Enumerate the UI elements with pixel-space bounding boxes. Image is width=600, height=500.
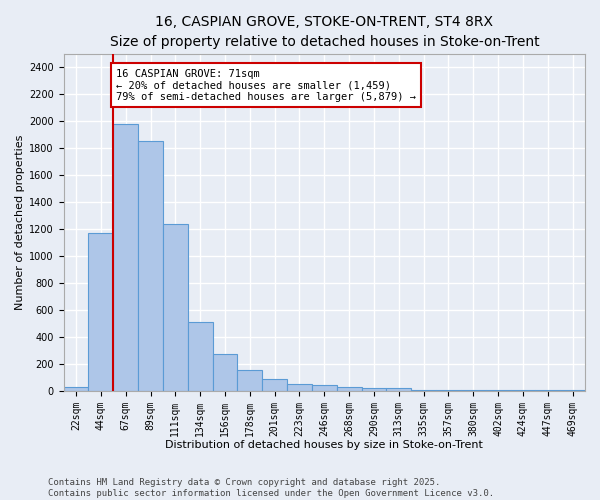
Bar [262, 378, 287, 391]
Bar [485, 390, 511, 391]
Y-axis label: Number of detached properties: Number of detached properties [15, 134, 25, 310]
Text: Contains HM Land Registry data © Crown copyright and database right 2025.
Contai: Contains HM Land Registry data © Crown c… [48, 478, 494, 498]
Bar [188, 322, 212, 391]
Bar [436, 390, 461, 391]
Bar [535, 390, 560, 391]
Bar [511, 390, 535, 391]
Bar [64, 388, 88, 391]
Bar [312, 385, 337, 391]
X-axis label: Distribution of detached houses by size in Stoke-on-Trent: Distribution of detached houses by size … [166, 440, 483, 450]
Bar [461, 390, 485, 391]
Bar [113, 124, 138, 391]
Bar [386, 388, 411, 391]
Bar [163, 224, 188, 391]
Bar [411, 390, 436, 391]
Title: 16, CASPIAN GROVE, STOKE-ON-TRENT, ST4 8RX
Size of property relative to detached: 16, CASPIAN GROVE, STOKE-ON-TRENT, ST4 8… [110, 15, 539, 48]
Bar [337, 387, 362, 391]
Text: 16 CASPIAN GROVE: 71sqm
← 20% of detached houses are smaller (1,459)
79% of semi: 16 CASPIAN GROVE: 71sqm ← 20% of detache… [116, 68, 416, 102]
Bar [560, 390, 585, 391]
Bar [212, 354, 238, 391]
Bar [287, 384, 312, 391]
Bar [362, 388, 386, 391]
Bar [88, 233, 113, 391]
Bar [238, 370, 262, 391]
Bar [138, 142, 163, 391]
